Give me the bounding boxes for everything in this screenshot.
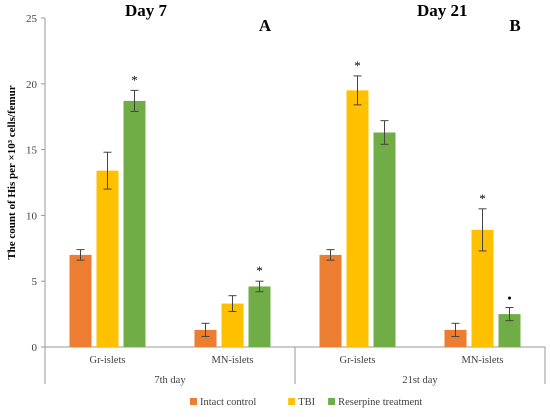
bar[interactable] xyxy=(96,170,119,347)
bar[interactable] xyxy=(248,286,271,347)
y-tick-label: 15 xyxy=(26,145,38,157)
panel-letter: B xyxy=(509,16,520,35)
bar[interactable] xyxy=(319,254,342,347)
bar[interactable] xyxy=(346,90,369,347)
category-label: MN-islets xyxy=(212,355,254,366)
y-tick-label: 10 xyxy=(26,210,38,222)
bar[interactable] xyxy=(498,314,521,347)
significance-asterisk: * xyxy=(131,72,138,87)
significance-asterisk: * xyxy=(479,191,486,206)
bars xyxy=(69,75,521,348)
category-label: MN-islets xyxy=(462,355,504,366)
y-tick-label: 0 xyxy=(32,342,38,354)
category-label: Gr-islets xyxy=(90,355,126,366)
legend-item[interactable]: Reserpine treatment xyxy=(328,397,422,408)
significance-asterisk: * xyxy=(354,58,361,73)
y-tick-label: 5 xyxy=(32,276,38,288)
legend-swatch xyxy=(328,398,336,405)
panel-title: Day 7 xyxy=(125,1,168,20)
group-label: 7th day xyxy=(154,375,186,386)
y-tick-label: 25 xyxy=(26,13,38,25)
legend-item[interactable]: Intact control xyxy=(190,397,256,408)
legend-swatch xyxy=(190,398,197,405)
bar[interactable] xyxy=(221,303,244,347)
significance-asterisk: * xyxy=(256,263,263,278)
legend-label: Reserpine treatment xyxy=(338,397,422,408)
bar[interactable] xyxy=(194,329,217,347)
significance-dot: • xyxy=(507,291,512,306)
legend-swatch xyxy=(288,398,296,405)
y-tick-label: 20 xyxy=(26,79,38,91)
panel-letter: A xyxy=(259,16,272,35)
category-label: Gr-islets xyxy=(340,355,376,366)
group-label: 21st day xyxy=(402,375,438,386)
bar[interactable] xyxy=(123,100,146,348)
legend-label: Intact control xyxy=(200,397,256,408)
legend-label: TBI xyxy=(298,397,315,408)
bar[interactable] xyxy=(444,329,467,347)
legend-item[interactable]: TBI xyxy=(288,397,316,408)
bar[interactable] xyxy=(373,132,396,347)
bar[interactable] xyxy=(69,254,92,347)
labels: 0 5 10 15 20 25 The count of His per ×10³ cell… xyxy=(6,1,521,386)
bar[interactable] xyxy=(471,229,494,347)
panel-title: Day 21 xyxy=(417,1,468,20)
y-axis-title: The count of His per ×10³ cells/femur xyxy=(6,85,18,259)
legend[interactable]: Intact control TBI Reserpine treatment xyxy=(190,397,422,408)
